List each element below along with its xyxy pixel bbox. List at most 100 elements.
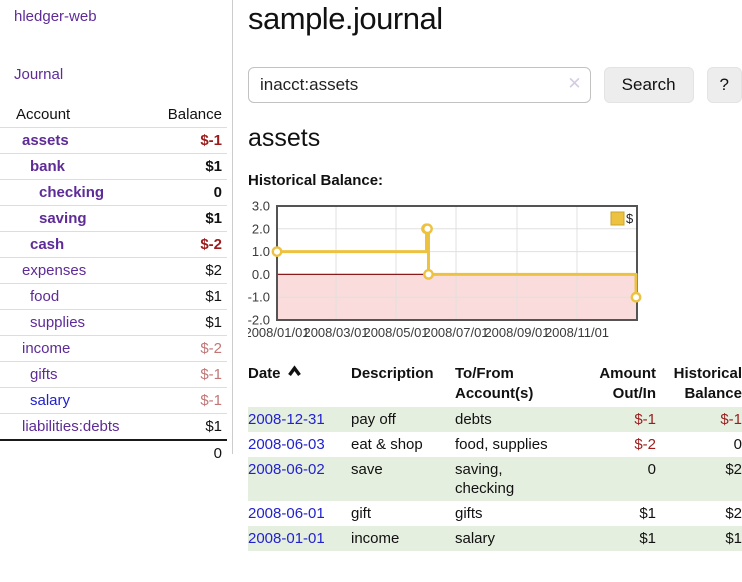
x-tick-label: 2008/09/01 [484,325,549,340]
account-balance: $2 [157,257,227,284]
y-tick-label: 0.0 [252,267,270,282]
account-row: gifts $-1 [0,361,227,388]
sort-ascending-icon [287,365,301,377]
accounts-table: Account Balance assets $-1 bank $1 check… [0,102,227,466]
accounts-cell: saving, checking [455,461,515,497]
account-row: checking 0 [0,179,227,206]
main-panel: sample.journal ✕ Search ? assets Histori… [248,0,742,551]
y-tick-label: -1.0 [248,290,270,305]
table-row: 2008-06-02 save saving, checking 0 $2 [248,457,742,501]
y-tick-label: -2.0 [248,313,270,328]
balance-cell: $2 [725,505,742,522]
date-link[interactable]: 2008-06-02 [248,461,325,478]
account-balance: $1 [157,153,227,180]
x-tick-label: 2008/05/01 [363,325,428,340]
description-cell: save [351,461,383,478]
account-balance: $-2 [157,231,227,258]
account-row: food $1 [0,283,227,310]
account-row: liabilities:debts $1 [0,413,227,440]
chart-title: Historical Balance: [248,172,384,189]
accounts-header-account: Account [16,106,71,123]
account-balance: $-1 [157,387,227,414]
y-tick-label: 3.0 [252,199,270,214]
app-title-link[interactable]: hledger-web [14,8,97,25]
account-link[interactable]: saving [39,210,87,227]
historical-balance-chart: 3.0 2.0 1.0 0.0 -1.0 -2.0 2008/01/01 2008/03/01… [248,198,742,340]
x-tick-label: 2008/03/01 [303,325,368,340]
balance-cell: $2 [725,461,742,478]
date-link[interactable]: 2008-06-03 [248,436,325,453]
account-row: income $-2 [0,335,227,362]
account-balance: $-2 [157,335,227,362]
balance-cell: $-1 [720,411,742,428]
account-link[interactable]: cash [30,236,65,253]
clear-search-icon[interactable]: ✕ [567,74,582,94]
table-row: 2008-12-31 pay off debts $-1 $-1 [248,407,742,432]
accounts-cell: debts [455,411,492,428]
account-link[interactable]: bank [30,158,66,175]
data-point-marker [271,246,283,257]
y-tick-label: 2.0 [252,221,270,236]
account-link[interactable]: food [30,288,60,305]
data-point-marker [630,291,642,303]
x-tick-label: 2008/01/01 [248,325,310,340]
accounts-cell: food, supplies [455,436,548,453]
register-header-description: Description [351,365,434,382]
table-row: 2008-06-03 eat & shop food, supplies $-2… [248,432,742,457]
register-header-amount: Amount Out/In [599,365,656,402]
date-link[interactable]: 2008-06-01 [248,505,325,522]
y-tick-label: 1.0 [252,244,270,259]
register-header-balance: Historical Balance [673,365,742,402]
register-header-tofrom: To/From Account(s) [455,365,534,402]
account-link[interactable]: checking [39,184,105,201]
accounts-total-row: 0 [0,439,227,466]
search-input[interactable] [248,67,591,103]
accounts-total-value: 0 [0,439,227,466]
table-row: 2008-01-01 income salary $1 $1 [248,526,742,551]
accounts-cell: gifts [455,505,483,522]
search-button[interactable]: Search [603,67,694,103]
amount-cell: $-2 [634,436,656,453]
account-balance: $-1 [157,127,227,154]
account-balance: 0 [157,179,227,206]
amount-cell: $1 [639,505,656,522]
sidebar-item-journal[interactable]: Journal [14,66,64,83]
search-form: ✕ Search ? [248,67,742,103]
account-row: supplies $1 [0,309,227,336]
account-link[interactable]: liabilities:debts [22,418,120,435]
chart-legend-label: $ [626,211,634,226]
date-link[interactable]: 2008-12-31 [248,411,325,428]
account-row: assets $-1 [0,127,227,154]
account-link[interactable]: assets [22,132,69,149]
register-header-row: Date Description To/From Account(s) Amou… [248,361,742,407]
account-link[interactable]: supplies [30,314,86,331]
account-link[interactable]: salary [30,392,71,409]
account-row: salary $-1 [0,387,227,414]
description-cell: eat & shop [351,436,423,453]
description-cell: pay off [351,411,396,428]
chart-canvas: 3.0 2.0 1.0 0.0 -1.0 -2.02008/01/012008/03/01… [248,199,642,340]
amount-cell: $1 [639,530,656,547]
date-link[interactable]: 2008-01-01 [248,530,325,547]
account-balance: $1 [157,413,227,440]
amount-cell: $-1 [634,411,656,428]
account-balance: $-1 [157,361,227,388]
x-tick-label: 2008/07/01 [423,325,488,340]
legend-swatch-icon [610,211,625,226]
plot-border [276,205,638,321]
amount-cell: 0 [647,461,656,478]
account-link[interactable]: income [22,340,71,357]
register-table: Date Description To/From Account(s) Amou… [248,361,742,551]
register-header-date[interactable]: Date [248,361,347,407]
accounts-cell: salary [455,530,496,547]
balance-cell: 0 [733,436,742,453]
balance-cell: $1 [725,530,742,547]
account-link[interactable]: expenses [22,262,87,279]
description-cell: income [351,530,400,547]
account-link[interactable]: gifts [30,366,58,383]
sidebar: hledger-web Journal Account Balance asse… [0,0,233,466]
data-point-marker [422,223,433,235]
account-row: expenses $2 [0,257,227,284]
help-button[interactable]: ? [706,67,742,103]
account-balance: $1 [157,283,227,310]
